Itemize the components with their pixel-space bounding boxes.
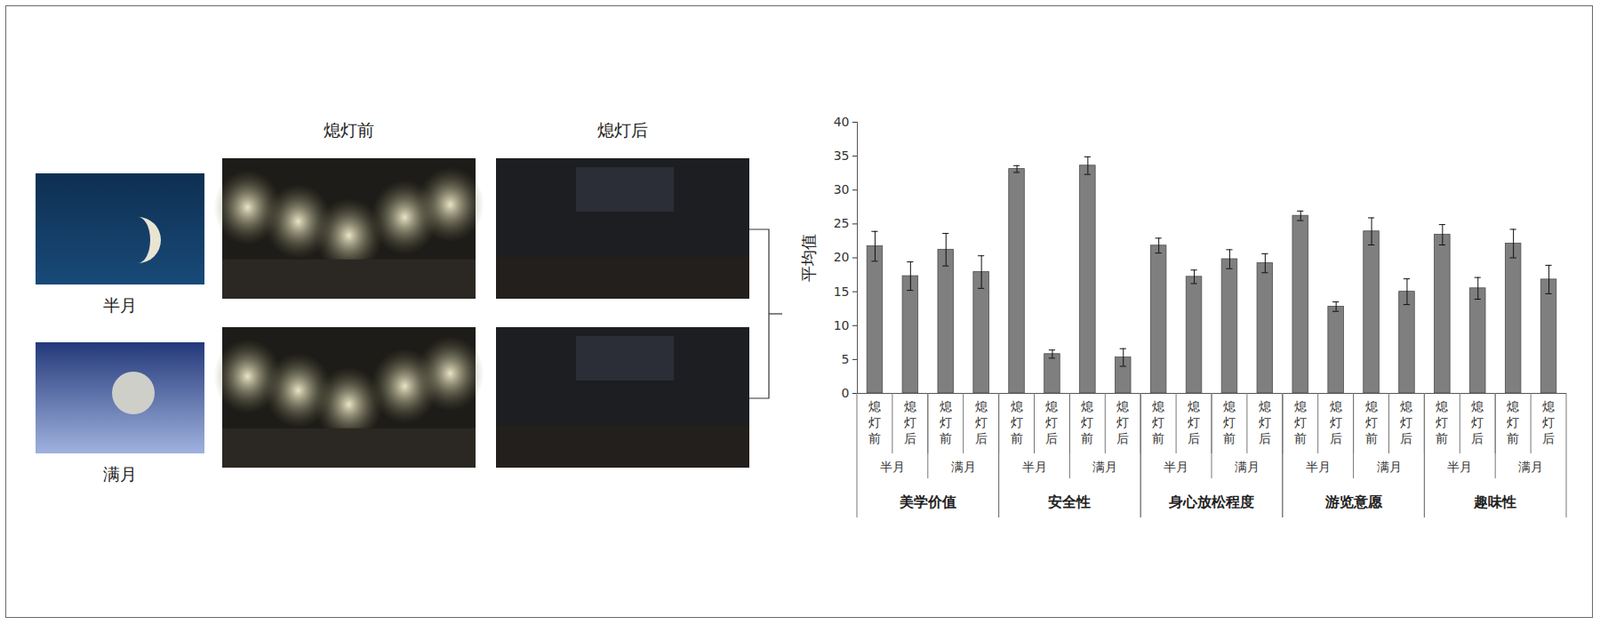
svg-text:半月: 半月 bbox=[1447, 459, 1472, 474]
svg-text:15: 15 bbox=[833, 284, 850, 299]
svg-text:熄灯后: 熄灯后 bbox=[1329, 399, 1343, 446]
svg-text:熄灯前: 熄灯前 bbox=[939, 399, 952, 446]
svg-text:熄灯前: 熄灯前 bbox=[1435, 399, 1448, 446]
svg-text:熄灯前: 熄灯前 bbox=[1010, 399, 1024, 446]
svg-text:趣味性: 趣味性 bbox=[1472, 493, 1517, 511]
svg-text:0: 0 bbox=[841, 385, 850, 400]
svg-text:熄灯后: 熄灯后 bbox=[1045, 399, 1058, 446]
svg-text:熄灯后: 熄灯后 bbox=[1471, 399, 1484, 446]
svg-text:熄灯前: 熄灯前 bbox=[323, 120, 375, 140]
svg-text:熄灯前: 熄灯前 bbox=[1365, 399, 1378, 446]
svg-text:半月: 半月 bbox=[1305, 459, 1331, 474]
svg-text:游览意愿: 游览意愿 bbox=[1324, 493, 1384, 511]
svg-text:安全性: 安全性 bbox=[1048, 493, 1091, 511]
svg-text:半月: 半月 bbox=[880, 459, 905, 474]
svg-text:满月: 满月 bbox=[1092, 459, 1118, 474]
svg-text:半月: 半月 bbox=[1022, 459, 1048, 474]
svg-text:满月: 满月 bbox=[951, 459, 976, 474]
svg-text:满月: 满月 bbox=[1234, 459, 1260, 474]
svg-text:20: 20 bbox=[833, 249, 850, 264]
svg-text:10: 10 bbox=[833, 318, 850, 333]
svg-text:熄灯前: 熄灯前 bbox=[1506, 399, 1520, 446]
svg-text:35: 35 bbox=[833, 148, 850, 163]
svg-text:满月: 满月 bbox=[103, 464, 137, 484]
svg-text:熄灯前: 熄灯前 bbox=[1080, 399, 1094, 446]
svg-text:满月: 满月 bbox=[1518, 459, 1544, 474]
svg-text:半月: 半月 bbox=[1163, 459, 1189, 474]
svg-text:熄灯后: 熄灯后 bbox=[1187, 399, 1200, 446]
svg-text:满月: 满月 bbox=[1376, 459, 1402, 474]
svg-text:半月: 半月 bbox=[103, 295, 137, 315]
svg-text:熄灯后: 熄灯后 bbox=[1542, 399, 1555, 446]
svg-text:美学价值: 美学价值 bbox=[898, 493, 957, 511]
svg-text:熄灯前: 熄灯前 bbox=[1223, 399, 1236, 446]
svg-text:熄灯前: 熄灯前 bbox=[1152, 399, 1165, 446]
svg-text:熄灯后: 熄灯后 bbox=[975, 399, 988, 446]
svg-text:熄灯前: 熄灯前 bbox=[868, 399, 881, 446]
svg-text:25: 25 bbox=[833, 216, 850, 231]
svg-text:30: 30 bbox=[833, 182, 850, 197]
svg-text:熄灯后: 熄灯后 bbox=[1400, 399, 1413, 446]
svg-text:熄灯后: 熄灯后 bbox=[904, 399, 917, 446]
svg-text:熄灯后: 熄灯后 bbox=[1258, 399, 1272, 446]
svg-text:40: 40 bbox=[833, 114, 850, 129]
svg-text:5: 5 bbox=[841, 352, 850, 367]
svg-text:熄灯后: 熄灯后 bbox=[597, 120, 648, 140]
svg-text:身心放松程度: 身心放松程度 bbox=[1168, 493, 1255, 511]
svg-text:平均值: 平均值 bbox=[799, 233, 818, 282]
svg-text:熄灯后: 熄灯后 bbox=[1116, 399, 1129, 446]
svg-text:熄灯前: 熄灯前 bbox=[1294, 399, 1307, 446]
